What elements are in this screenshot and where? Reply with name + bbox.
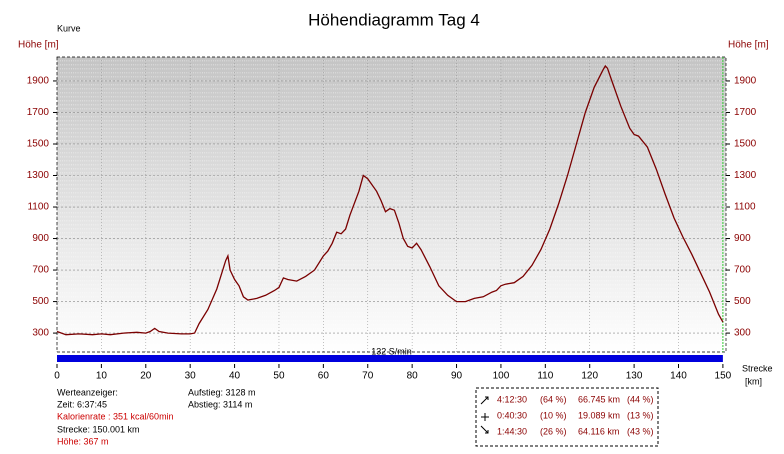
x-tick-label: 50	[273, 371, 285, 382]
plot-frame	[56, 56, 727, 353]
y2-tick-label: 700	[734, 265, 751, 276]
y2-tick-label: 1500	[734, 139, 757, 150]
summary-border	[475, 387, 659, 447]
y2-tick-label: 1100	[734, 202, 756, 213]
summary-cell: 64.116 km	[578, 426, 619, 436]
chart-title: Höhendiagramm Tag 4	[308, 10, 480, 29]
y-tick-label: 1100	[27, 202, 49, 213]
y-tick-label: 500	[32, 296, 49, 307]
x-tick-label: 20	[140, 371, 152, 382]
y-tick-label: 1500	[27, 139, 50, 150]
x-tick-label: 110	[537, 371, 553, 382]
x-tick-label: 30	[185, 371, 197, 382]
x-tick-label: 10	[96, 371, 108, 382]
info-panel: Werteanzeiger: Zeit: 6:37:45 Kalorienrat…	[57, 387, 256, 446]
y2-tick-label: 1300	[734, 170, 757, 181]
y2-tick-label: 900	[734, 233, 751, 244]
y-tick-label: 300	[32, 328, 49, 339]
summary-cell: (26 %)	[540, 426, 567, 436]
summary-cell: (10 %)	[540, 410, 567, 420]
y-tick-label: 1700	[27, 107, 50, 118]
curve-label: Kurve	[57, 23, 81, 33]
y2-tick-label: 1900	[734, 76, 757, 87]
summary-box: 4:12:30 (64 %) 66.745 km (44 %) 0:40:30 (10 %…	[475, 387, 659, 447]
speed-band	[57, 355, 723, 362]
info-calories: Kalorienrate : 351 kcal/60min	[57, 411, 174, 421]
summary-cell: 1:44:30	[497, 426, 527, 436]
x-tick-label: 40	[229, 371, 241, 382]
band-label: 132 S/min	[371, 346, 412, 356]
icon-down	[480, 425, 489, 434]
y2-label: Höhe [m]	[728, 40, 769, 51]
summary-cell: 4:12:30	[497, 394, 527, 404]
info-time: Zeit: 6:37:45	[57, 399, 107, 409]
y2-tick-label: 1700	[734, 107, 757, 118]
summary-cell: (43 %)	[627, 426, 654, 436]
y-tick-label: 900	[32, 233, 49, 244]
x-label: Strecke	[742, 363, 773, 373]
plot-pattern	[57, 57, 726, 352]
info-distance: Strecke: 150.001 km	[57, 424, 140, 434]
summary-cell: (64 %)	[540, 394, 567, 404]
y-tick-label: 1900	[27, 76, 50, 87]
y2-tick-label: 300	[734, 328, 751, 339]
x-tick-label: 90	[451, 371, 463, 382]
summary-cell: (13 %)	[627, 410, 654, 420]
y2-tick-label: 500	[734, 296, 751, 307]
x-tick-label: 60	[318, 371, 330, 382]
y-tick-label: 1300	[27, 170, 50, 181]
summary-cell: 0:40:30	[497, 410, 527, 420]
y-tick-label: 700	[32, 265, 49, 276]
info-title: Werteanzeiger:	[57, 387, 118, 397]
x-tick-label: 130	[626, 371, 643, 382]
x-tick-label: 0	[54, 371, 60, 382]
elevation-line	[56, 64, 724, 336]
info-height: Höhe: 367 m	[57, 436, 109, 446]
x-tick-label: 150	[715, 371, 732, 382]
x-tick-label: 80	[407, 371, 419, 382]
info-ascent: Aufstieg: 3128 m	[188, 387, 256, 397]
x-tick-label: 120	[581, 371, 598, 382]
x-label: [km]	[745, 376, 762, 386]
summary-cell: 19.089 km	[578, 410, 620, 420]
summary-cell: (44 %)	[627, 394, 654, 404]
icon-flat	[481, 413, 489, 421]
icon-up	[480, 396, 489, 405]
x-tick-label: 140	[670, 371, 687, 382]
info-descent: Abstieg: 3114 m	[188, 399, 252, 409]
x-tick-label: 100	[493, 371, 510, 382]
x-tick-label: 70	[362, 371, 374, 382]
summary-cell: 66.745 km	[578, 394, 620, 404]
y-label: Höhe [m]	[18, 40, 59, 51]
